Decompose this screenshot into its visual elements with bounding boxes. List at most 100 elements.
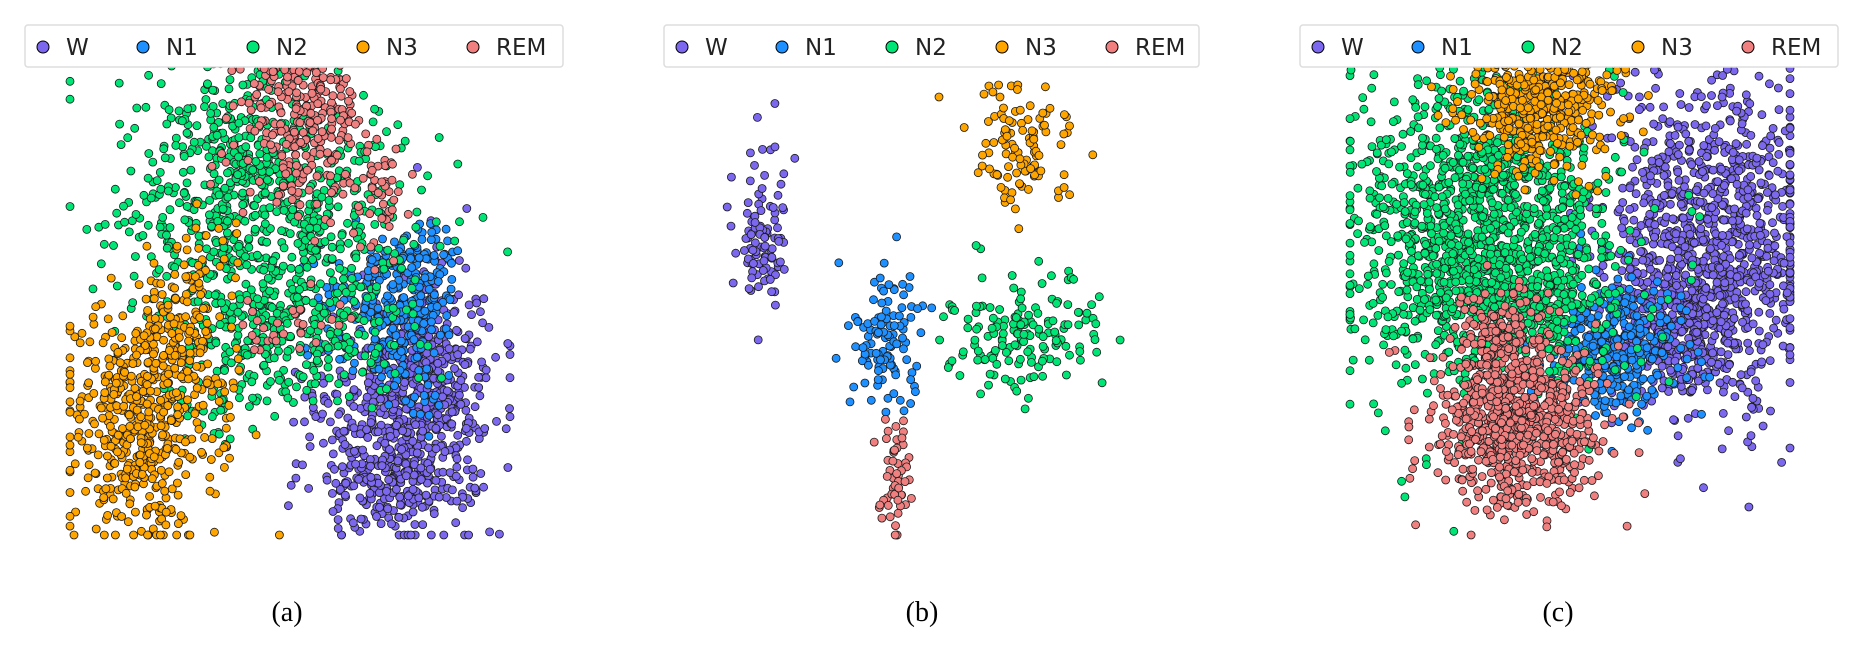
point-rem: [221, 113, 231, 123]
point-n1: [895, 395, 905, 405]
point-n1: [406, 254, 416, 263]
point-n1: [444, 370, 454, 380]
point-n2: [299, 255, 309, 265]
point-n3: [989, 138, 999, 147]
point-n2: [1000, 374, 1010, 384]
point-n3: [215, 261, 225, 271]
point-w: [417, 502, 427, 512]
point-n2: [1092, 347, 1102, 357]
point-w: [461, 263, 471, 273]
point-n2: [278, 261, 288, 271]
point-rem: [892, 469, 902, 479]
point-rem: [266, 140, 276, 150]
point-n2: [65, 94, 75, 104]
point-w: [433, 410, 443, 420]
point-rem: [881, 414, 890, 424]
point-rem: [289, 127, 299, 137]
point-n2: [266, 377, 275, 386]
point-n2: [972, 301, 981, 311]
point-n2: [328, 276, 338, 286]
point-n1: [434, 400, 444, 410]
point-n2: [174, 106, 184, 116]
point-n3: [209, 527, 219, 537]
point-n2: [970, 335, 980, 345]
point-w: [1638, 167, 1647, 177]
point-w: [411, 420, 420, 430]
point-w: [349, 481, 359, 491]
point-rem: [293, 76, 303, 85]
point-n2: [1020, 404, 1030, 414]
point-n1: [415, 409, 425, 419]
point-n1: [417, 234, 427, 244]
point-n2: [971, 241, 981, 250]
point-n3: [215, 312, 225, 322]
point-rem: [372, 134, 382, 144]
point-n2: [423, 341, 433, 351]
point-n3: [142, 241, 152, 251]
point-w: [385, 431, 395, 441]
point-n2: [247, 377, 257, 387]
point-n2: [222, 228, 232, 238]
point-n2: [390, 369, 400, 378]
point-rem: [407, 169, 417, 179]
point-rem: [345, 87, 355, 96]
point-rem: [308, 126, 318, 136]
point-w: [468, 464, 478, 474]
point-n2: [294, 264, 304, 274]
point-n2: [455, 217, 464, 227]
point-w: [456, 399, 466, 409]
point-n2: [985, 369, 995, 379]
point-w: [392, 420, 401, 430]
point-n2: [379, 264, 389, 274]
point-n2: [286, 263, 296, 273]
point-n3: [229, 383, 239, 393]
point-n3: [166, 415, 176, 425]
point-n3: [151, 358, 161, 368]
point-n2: [383, 245, 393, 255]
point-n2: [183, 104, 193, 114]
point-n2: [225, 75, 235, 84]
point-n3: [190, 409, 200, 419]
point-n3: [156, 279, 166, 289]
point-w: [760, 170, 769, 180]
point-w: [744, 284, 754, 294]
point-w: [376, 519, 386, 528]
point-w: [475, 307, 485, 317]
point-rem: [229, 140, 239, 150]
point-n2: [211, 338, 221, 348]
point-w: [1746, 171, 1756, 181]
point-n2: [208, 85, 218, 95]
point-n2: [958, 347, 968, 357]
point-n2: [431, 217, 441, 227]
point-n2: [333, 202, 343, 212]
point-w: [1743, 192, 1753, 202]
point-n3: [124, 410, 134, 420]
point-w: [397, 444, 407, 454]
point-n3: [1065, 121, 1074, 131]
point-w: [790, 153, 800, 163]
point-w: [505, 350, 515, 359]
point-rem: [227, 66, 237, 75]
point-n3: [1059, 170, 1069, 180]
point-n2: [1011, 313, 1021, 323]
point-n3: [174, 333, 184, 342]
point-n2: [308, 396, 318, 406]
point-w: [1636, 221, 1646, 230]
point-n1: [876, 355, 885, 365]
point-n2: [1065, 350, 1074, 360]
point-n3: [135, 450, 145, 460]
point-rem: [367, 165, 377, 175]
point-rem: [268, 130, 277, 140]
point-n3: [75, 396, 85, 406]
point-w: [438, 392, 447, 402]
point-w: [349, 423, 359, 433]
point-n2: [977, 273, 987, 283]
point-n3: [1008, 152, 1017, 162]
point-n2: [233, 330, 243, 340]
point-n2: [244, 234, 254, 244]
point-rem: [281, 169, 291, 179]
point-n2: [234, 241, 244, 251]
point-w: [1785, 268, 1795, 278]
point-n3: [139, 331, 149, 341]
point-rem: [362, 147, 372, 157]
